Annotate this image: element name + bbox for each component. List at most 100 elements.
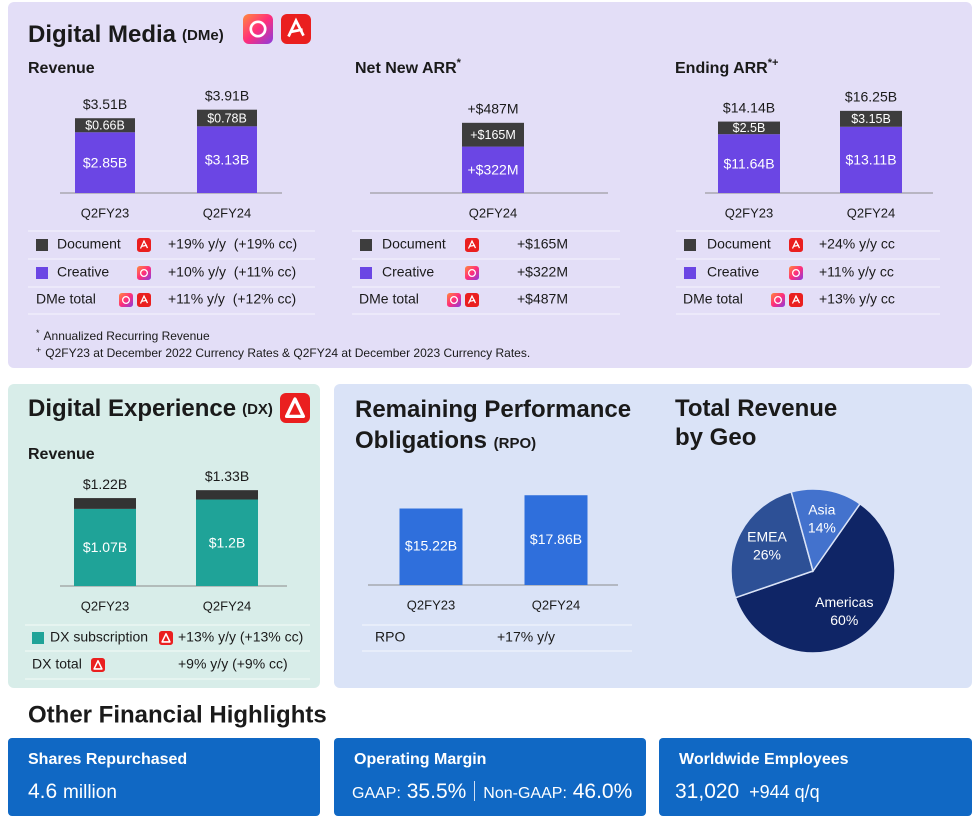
growth: +13% y/y (+13% cc) [178, 629, 303, 645]
x-tick-label: Q2FY23 [407, 597, 455, 612]
cc-icon [789, 266, 803, 280]
chart-title: Ending ARR [675, 60, 768, 77]
acrobat-glyph [287, 17, 305, 38]
gaap-label: GAAP: [352, 785, 401, 802]
bar-segment [462, 146, 524, 193]
cc-glyph [774, 296, 782, 304]
chart-title-line: Net New ARR* [355, 57, 462, 77]
bar-segment [75, 132, 135, 193]
footnote-text: Annualized Recurring Revenue [44, 329, 210, 343]
cc-icon [137, 266, 151, 280]
bar-segment [718, 134, 780, 193]
rpo-abbr: (RPO) [493, 435, 537, 452]
x-tick-label: Q2FY23 [81, 598, 129, 613]
value: 4.6 [28, 780, 58, 803]
total-label: $3.51B [83, 96, 127, 112]
cc-icon [771, 293, 785, 307]
pie-slice [730, 491, 814, 599]
dme-title: Digital Media [28, 21, 177, 48]
bar [524, 495, 588, 585]
cc-icon [447, 293, 461, 307]
chart-title: Net New ARR [355, 60, 457, 77]
slice-value: 26% [753, 546, 781, 562]
acrobat-glyph [139, 239, 149, 249]
pie-slice [734, 502, 896, 654]
legend-label: Document [57, 236, 121, 252]
rpo-title-text: Remaining Performance Obligations [355, 396, 632, 454]
unit: million [63, 782, 117, 803]
legend-label: Creative [707, 264, 759, 280]
bar [399, 508, 463, 585]
dx-title-line: Digital Experience (DX) [28, 395, 273, 422]
bar-segment [197, 109, 257, 127]
bar-segment [197, 126, 257, 193]
total-label: +$487M [468, 101, 519, 117]
x-tick-label: Q2FY23 [725, 205, 773, 220]
chart-title-line: Ending ARR*+ [675, 57, 778, 77]
legend-swatch [684, 267, 696, 279]
bar-label: $3.15B [851, 112, 891, 126]
dx-glyph [161, 633, 171, 643]
cc-icon [119, 293, 133, 307]
x-tick-label: Q2FY24 [203, 205, 251, 220]
bar-label: $2.5B [733, 121, 766, 135]
total-name: DMe total [36, 291, 96, 307]
bar-segment [74, 508, 136, 586]
cc-glyph [122, 296, 130, 304]
growth: +11% y/y (+12% cc) [168, 291, 296, 307]
chart-title-line: Revenue [28, 60, 95, 77]
cc-glyph [450, 296, 458, 304]
growth: +$487M [517, 291, 568, 307]
total-label: $1.33B [205, 468, 249, 484]
cc-glyph [140, 269, 148, 277]
x-tick-label: Q2FY23 [81, 205, 129, 220]
gaap: 35.5% [406, 780, 467, 803]
acrobat-glyph [791, 294, 801, 304]
bar-label: +$165M [470, 128, 516, 142]
card-title: Shares Repurchased [28, 751, 188, 768]
separator [474, 781, 476, 801]
footnote: * Annualized Recurring Revenue [36, 328, 210, 343]
cc-icon [465, 266, 479, 280]
growth: +13% y/y cc [819, 291, 895, 307]
growth: +19% y/y (+19% cc) [168, 236, 297, 252]
card: Worldwide Employees 31,020 +944 q/q [659, 738, 972, 816]
legend-label: Document [382, 236, 446, 252]
cc-glyph [792, 269, 800, 277]
dx-glyph [284, 397, 306, 419]
total-label: $16.25B [845, 89, 897, 105]
card-title: Worldwide Employees [679, 751, 849, 768]
total-label: $1.22B [83, 476, 127, 492]
card-value: 31,020 +944 q/q [675, 780, 820, 804]
legend-label: DX subscription [50, 629, 148, 645]
bar-label: $2.85B [83, 154, 127, 170]
card: Operating Margin GAAP: 35.5% Non-GAAP: 46… [334, 738, 646, 816]
bar-segment [196, 490, 258, 500]
card: Shares Repurchased 4.6 million [8, 738, 320, 816]
footnote-mark: + [36, 345, 41, 355]
x-tick-label: Q2FY24 [203, 598, 251, 613]
dx-chart-title: Revenue [28, 446, 95, 463]
bar-label: $1.07B [83, 539, 127, 555]
legend-swatch [32, 632, 44, 644]
growth: +24% y/y cc [819, 236, 895, 252]
x-tick-label: Q2FY24 [532, 597, 580, 612]
bar-label: $15.22B [405, 537, 457, 553]
row-label: RPO [375, 629, 405, 645]
legend-swatch [360, 267, 372, 279]
chart-title: Revenue [28, 60, 95, 77]
cc-icon [243, 14, 273, 44]
dx-abbr: (DX) [242, 401, 273, 418]
slice-label: Asia [808, 501, 835, 517]
bar-segment [840, 126, 902, 193]
growth: +$165M [517, 236, 568, 252]
legend-label: Document [707, 236, 771, 252]
title-mark: * [457, 57, 462, 69]
dx-glyph [93, 660, 103, 670]
bar-label: $17.86B [530, 531, 582, 547]
dme-title-line: Digital Media (DMe) [28, 21, 224, 48]
acrobat-glyph [791, 239, 801, 249]
footnote-mark: * [36, 328, 40, 338]
total-name: DX total [32, 656, 82, 672]
